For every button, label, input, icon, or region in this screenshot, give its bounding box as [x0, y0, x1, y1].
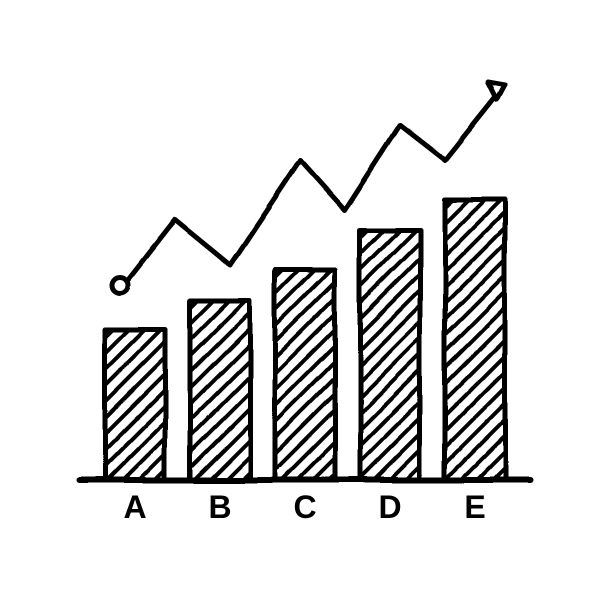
bar-hatch: [360, 418, 420, 478]
bar-hatch: [275, 314, 335, 374]
bar-hatch: [445, 388, 505, 448]
bar-hatch: [105, 374, 165, 434]
bar-hatch: [190, 408, 250, 468]
bar-label-e: E: [464, 489, 485, 525]
bar-hatch: [275, 282, 335, 342]
bar-hatch: [105, 390, 165, 450]
bar-hatch: [360, 242, 420, 302]
bar-hatch: [275, 378, 335, 438]
bar-hatch: [105, 342, 165, 402]
bar-hatch: [360, 386, 420, 446]
bar-hatch: [360, 354, 420, 414]
bar-hatch: [445, 228, 505, 288]
bar-hatch: [445, 244, 505, 304]
bar-hatch: [190, 360, 250, 420]
bar-hatch: [275, 410, 335, 470]
bar-hatch: [360, 274, 420, 334]
bar-hatch: [275, 330, 335, 390]
bar-hatch: [107, 422, 165, 480]
bar-hatch: [275, 394, 335, 454]
bar-hatch: [275, 270, 331, 326]
bar-hatch: [390, 450, 420, 480]
trend-arrow-icon: [488, 82, 505, 100]
bar-hatch: [445, 324, 505, 384]
bar-hatch: [281, 426, 335, 480]
bar-hatch: [190, 312, 250, 372]
bar-hatch: [105, 330, 161, 386]
bar-label-d: D: [378, 489, 401, 525]
bar-hatch: [190, 376, 250, 436]
bar-hatch: [190, 328, 250, 388]
bar-hatch: [445, 276, 505, 336]
bar-hatch: [360, 322, 420, 382]
bar-hatch: [477, 452, 505, 480]
bar-hatch: [275, 298, 335, 358]
bar-hatch: [445, 308, 505, 368]
bar-label-c: C: [293, 489, 316, 525]
bar-hatch: [445, 356, 505, 416]
bar-hatch: [360, 402, 420, 462]
bar-hatch: [445, 260, 505, 320]
bar-hatch: [360, 230, 416, 286]
bar-hatch: [445, 420, 505, 480]
bar-hatch: [194, 424, 250, 480]
bar-hatch: [190, 300, 246, 356]
bar-chart: A B C D E: [0, 0, 600, 600]
bar-hatch: [445, 212, 505, 272]
bar-label-b: B: [208, 489, 231, 525]
bar-hatch: [360, 338, 420, 398]
bar-hatch: [360, 290, 420, 350]
bar-hatch: [445, 200, 501, 256]
bar-hatch: [360, 306, 420, 366]
bar-hatch: [190, 392, 250, 452]
bar-hatch: [275, 362, 335, 422]
bar-hatch: [105, 406, 165, 466]
bar-hatch: [360, 370, 420, 430]
bar-hatch: [360, 258, 420, 318]
bar-hatch: [105, 358, 165, 418]
bar-hatch: [445, 340, 505, 400]
bar-hatch: [275, 346, 335, 406]
bar-hatch: [445, 292, 505, 352]
bar-hatch: [445, 372, 505, 432]
bar-hatch: [190, 344, 250, 404]
bar-hatch: [445, 404, 505, 464]
bar-label-a: A: [123, 489, 146, 525]
